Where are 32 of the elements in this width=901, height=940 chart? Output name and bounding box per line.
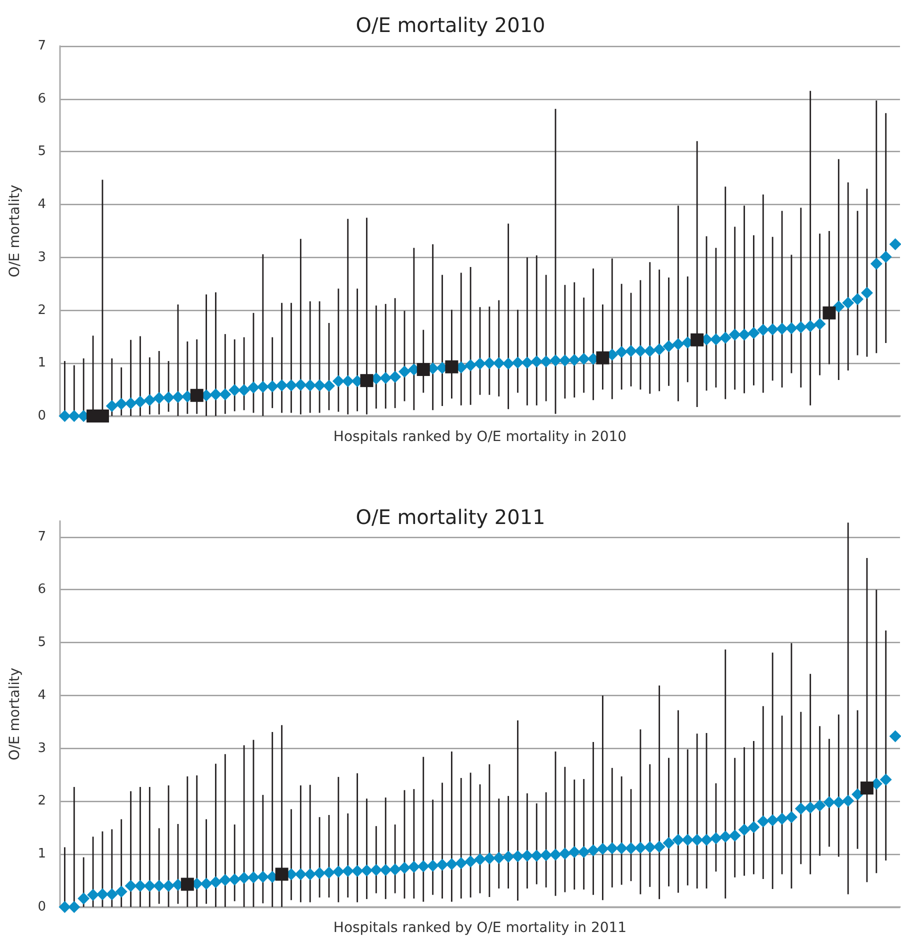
y-tick-label: 6 <box>38 91 46 106</box>
chart-title: O/E mortality 2011 <box>356 505 546 529</box>
y-tick-label: 7 <box>38 529 46 544</box>
point <box>180 878 194 891</box>
y-tick-label: 2 <box>38 302 46 318</box>
point <box>690 333 704 346</box>
point <box>445 360 458 374</box>
y-tick-label: 2 <box>38 794 46 809</box>
y-tick-label: 1 <box>38 356 46 371</box>
point <box>860 782 874 795</box>
y-tick-label: 0 <box>38 900 46 914</box>
y-tick-label: 4 <box>38 197 46 212</box>
y-axis-title: O/E mortality <box>7 668 23 760</box>
y-tick-label: 1 <box>38 846 46 862</box>
y-tick-label: 3 <box>38 250 46 265</box>
point <box>822 306 836 320</box>
y-tick-label: 5 <box>38 635 46 650</box>
point <box>190 388 204 402</box>
y-tick-label: 7 <box>38 38 46 54</box>
y-tick-label: 6 <box>38 582 46 598</box>
point <box>360 374 374 388</box>
y-tick-label: 5 <box>38 144 46 160</box>
y-tick-label: 4 <box>38 688 46 703</box>
point <box>416 362 430 376</box>
x-axis-title: Hospitals ranked by O/E mortality in 2011 <box>333 920 627 936</box>
x-axis-title: Hospitals ranked by O/E mortality in 2010 <box>333 429 627 445</box>
point <box>275 868 288 881</box>
y-tick-label: 0 <box>38 408 46 424</box>
point <box>596 351 610 364</box>
y-axis-title: O/E mortality <box>7 184 23 278</box>
chart-title: O/E mortality 2010 <box>356 13 546 37</box>
y-tick-label: 3 <box>38 740 46 756</box>
